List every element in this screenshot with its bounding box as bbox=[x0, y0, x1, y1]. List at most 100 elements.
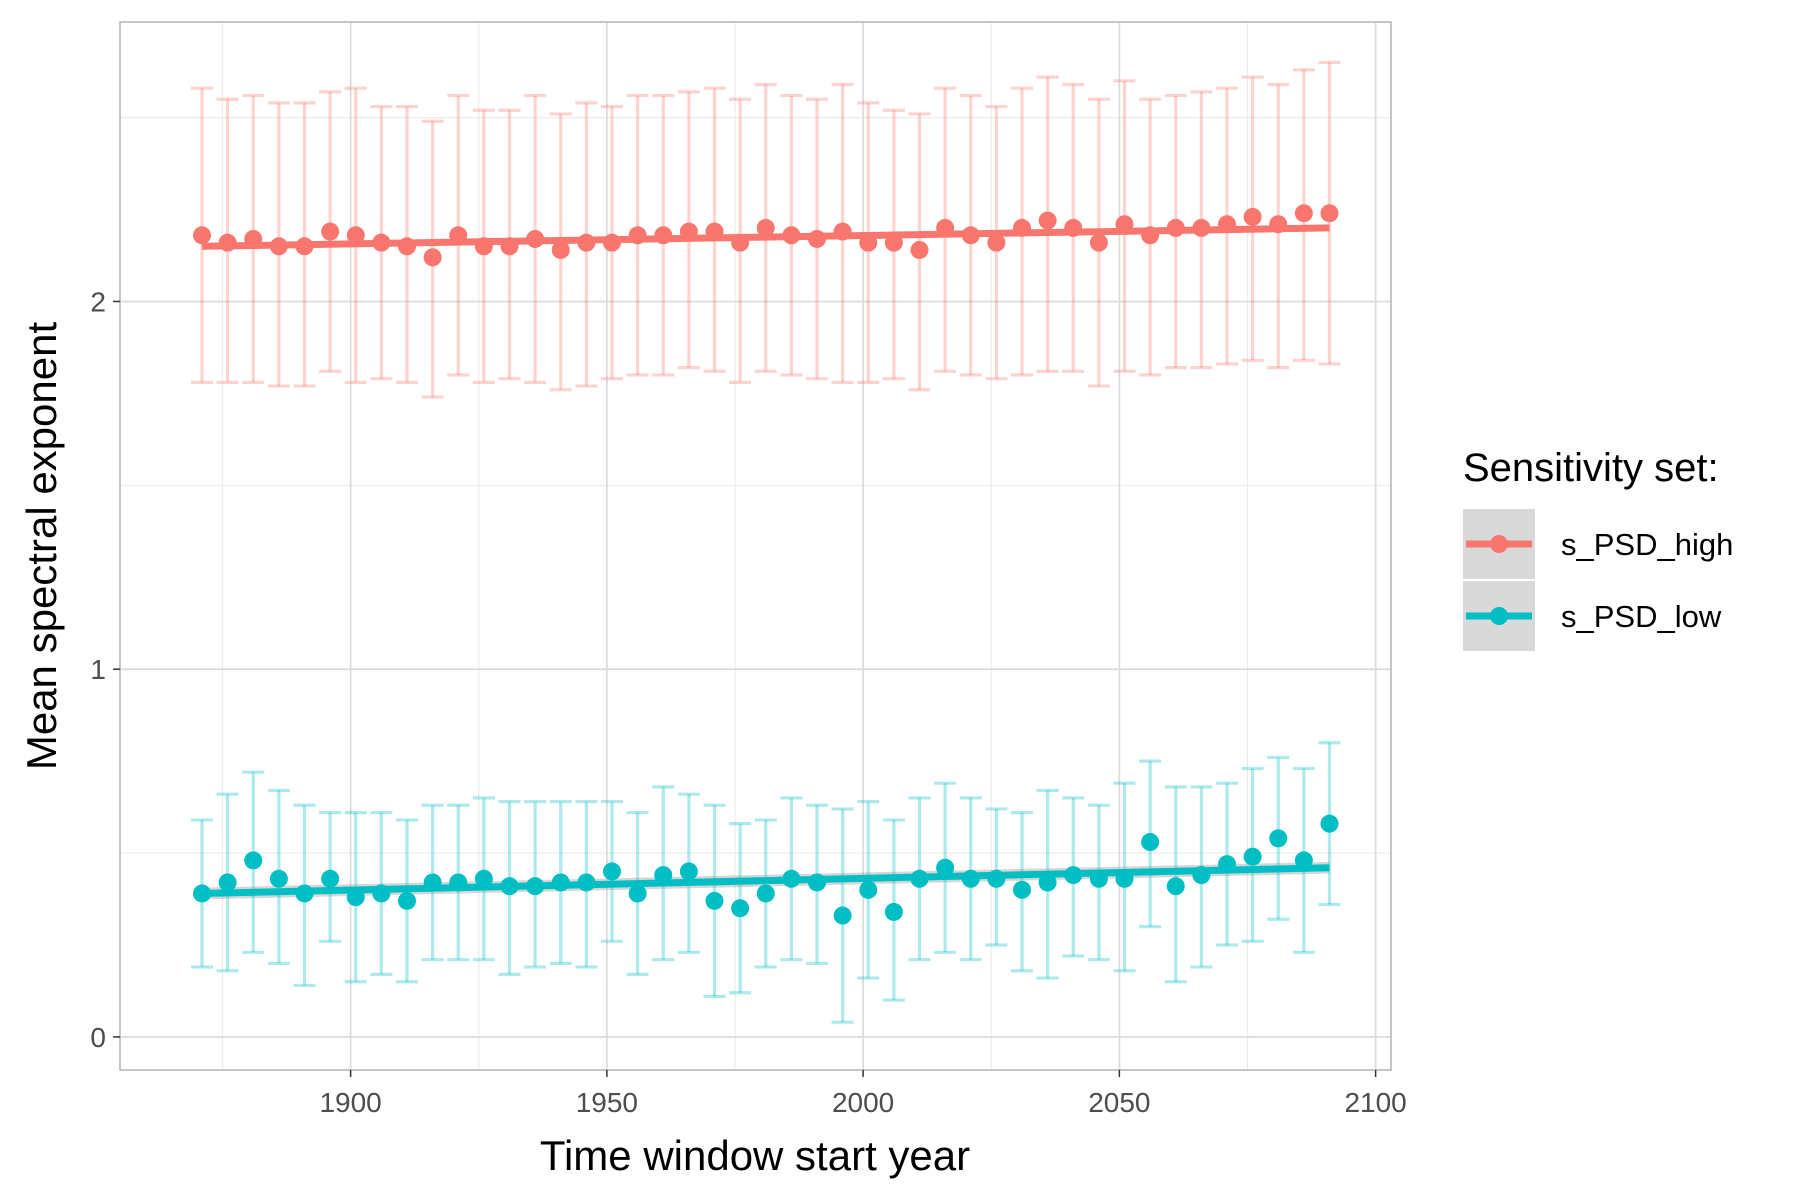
data-point bbox=[346, 226, 365, 245]
data-point bbox=[782, 226, 801, 245]
data-point bbox=[218, 233, 237, 252]
data-point bbox=[1038, 873, 1057, 892]
x-tick-label: 1900 bbox=[319, 1087, 381, 1118]
data-point bbox=[1166, 877, 1185, 896]
data-point bbox=[269, 237, 288, 256]
data-point bbox=[1141, 226, 1160, 245]
legend-item-high: s_PSD_high bbox=[1463, 509, 1733, 579]
data-point bbox=[1089, 869, 1108, 888]
data-point bbox=[859, 880, 878, 899]
data-point bbox=[1320, 814, 1339, 833]
data-point bbox=[731, 233, 750, 252]
data-point bbox=[1166, 218, 1185, 237]
legend-key-point-low bbox=[1490, 607, 1508, 625]
data-point bbox=[1115, 869, 1134, 888]
data-point bbox=[321, 869, 340, 888]
data-point bbox=[654, 866, 673, 885]
data-point bbox=[321, 222, 340, 241]
data-point bbox=[833, 906, 852, 925]
data-point bbox=[1013, 218, 1031, 237]
plot-panel bbox=[119, 21, 1392, 1071]
data-point bbox=[218, 873, 237, 892]
data-point bbox=[936, 858, 955, 877]
y-tick-label: 2 bbox=[90, 286, 106, 317]
series-s_PSD_high bbox=[191, 60, 1341, 399]
data-point bbox=[295, 237, 314, 256]
panel-background bbox=[120, 22, 1391, 1070]
data-point bbox=[423, 873, 442, 892]
trend-line bbox=[201, 864, 1330, 897]
data-point bbox=[679, 222, 698, 241]
data-point bbox=[833, 222, 852, 241]
data-point bbox=[244, 229, 263, 248]
x-tick-label: 1950 bbox=[576, 1087, 638, 1118]
y-tick-label: 0 bbox=[90, 1022, 106, 1053]
data-point bbox=[910, 240, 929, 259]
data-point bbox=[346, 888, 365, 907]
data-point bbox=[551, 873, 570, 892]
data-point bbox=[500, 877, 519, 896]
data-point bbox=[1192, 866, 1211, 885]
data-point bbox=[936, 218, 955, 237]
data-point bbox=[295, 884, 314, 903]
data-point bbox=[474, 237, 493, 256]
data-point bbox=[961, 869, 980, 888]
data-point bbox=[449, 873, 468, 892]
data-point bbox=[910, 869, 929, 888]
data-point bbox=[808, 229, 826, 248]
y-tick-label: 1 bbox=[90, 654, 106, 685]
data-point bbox=[628, 884, 647, 903]
data-point bbox=[526, 877, 545, 896]
data-point bbox=[577, 233, 596, 252]
data-point bbox=[372, 233, 391, 252]
data-point bbox=[603, 233, 621, 252]
x-axis-title: Time window start year bbox=[540, 1132, 970, 1179]
data-point bbox=[1064, 218, 1083, 237]
data-point bbox=[1013, 880, 1031, 899]
data-point bbox=[679, 862, 698, 881]
data-point bbox=[1218, 855, 1236, 874]
legend: Sensitivity set: s_PSD_high s_PSD_low bbox=[1463, 446, 1733, 651]
data-point bbox=[1141, 833, 1160, 852]
data-point bbox=[372, 884, 391, 903]
data-point bbox=[398, 891, 416, 910]
data-point bbox=[603, 862, 621, 881]
data-point bbox=[628, 226, 647, 245]
data-point bbox=[1038, 211, 1057, 230]
data-point bbox=[1294, 204, 1313, 223]
legend-key-point-high bbox=[1490, 535, 1508, 553]
data-point bbox=[449, 226, 468, 245]
data-point bbox=[1064, 866, 1083, 885]
data-point bbox=[782, 869, 801, 888]
x-axis: 1900 1950 2000 2050 2100 bbox=[319, 1070, 1407, 1118]
data-point bbox=[398, 237, 416, 256]
series-layer bbox=[191, 60, 1341, 1024]
data-point bbox=[1218, 215, 1236, 234]
data-point bbox=[193, 226, 211, 245]
data-point bbox=[500, 237, 519, 256]
minor-gridlines bbox=[120, 22, 1391, 1070]
data-point bbox=[1269, 215, 1288, 234]
data-point bbox=[859, 233, 878, 252]
data-point bbox=[526, 229, 545, 248]
data-point bbox=[705, 222, 724, 241]
data-point bbox=[1089, 233, 1108, 252]
data-point bbox=[731, 899, 750, 918]
data-point bbox=[884, 902, 903, 921]
data-point bbox=[1192, 218, 1211, 237]
panel-border bbox=[119, 21, 1392, 1071]
legend-label-low: s_PSD_low bbox=[1561, 599, 1722, 634]
data-point bbox=[654, 226, 673, 245]
data-point bbox=[244, 851, 263, 870]
x-tick-label: 2000 bbox=[832, 1087, 894, 1118]
series-s_PSD_low bbox=[191, 741, 1341, 1024]
data-point bbox=[1294, 851, 1313, 870]
legend-item-low: s_PSD_low bbox=[1463, 581, 1722, 651]
data-point bbox=[193, 884, 211, 903]
data-point bbox=[1269, 829, 1288, 848]
data-point bbox=[987, 869, 1006, 888]
data-point bbox=[423, 248, 442, 267]
data-point bbox=[756, 218, 775, 237]
y-axis: 0 1 2 bbox=[90, 286, 120, 1053]
